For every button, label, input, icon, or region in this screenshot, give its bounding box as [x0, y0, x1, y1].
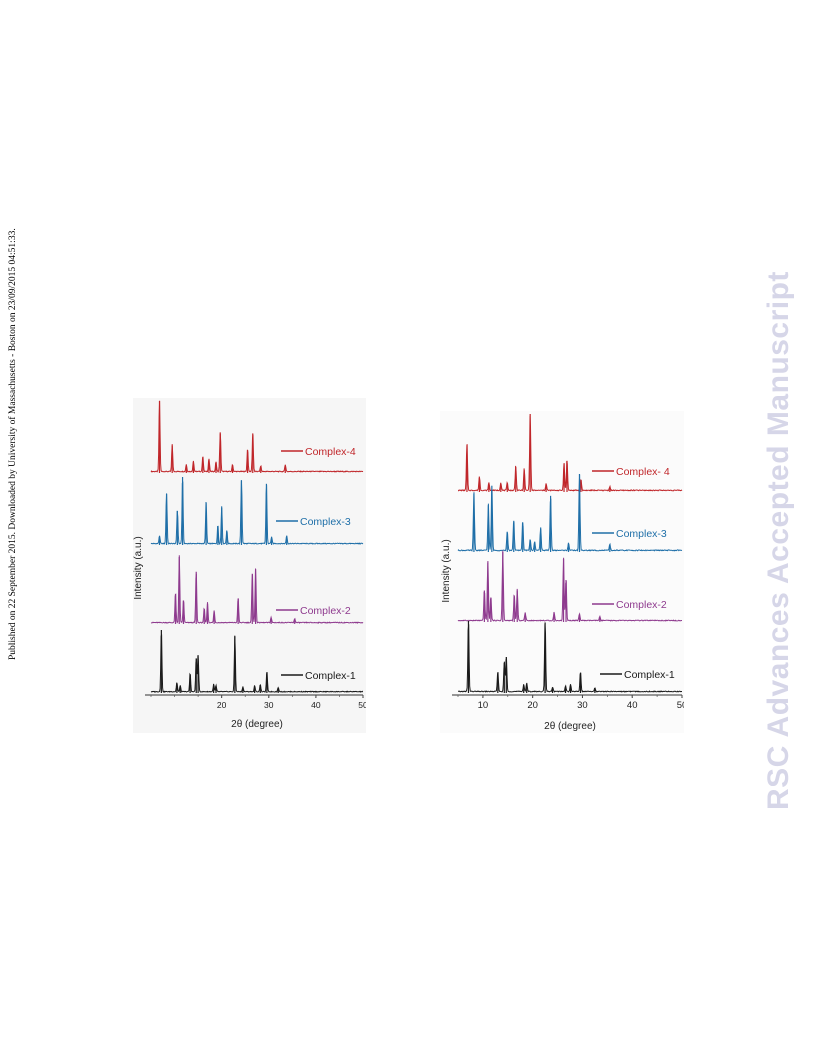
series-line-3: [150, 555, 364, 624]
x-axis-label: 2θ (degree): [544, 721, 596, 732]
series-line-1: [458, 415, 683, 492]
legend-label: Complex-3: [616, 528, 667, 540]
series-line-4: [458, 624, 682, 693]
xrd-chart-left-svg: Complex-4 Complex-3 Complex-2 Complex-1 20 30…: [133, 400, 368, 730]
legend-label: Complex-1: [624, 669, 675, 681]
legend-label: Complex-1: [305, 670, 356, 682]
x-tick-label: 20: [217, 700, 227, 710]
x-tick-label: 50: [677, 700, 684, 711]
legend-label: Complex- 4: [616, 466, 670, 478]
series-line-2: [150, 480, 364, 546]
watermark: RSC Advances Accepted Manuscript: [762, 240, 802, 820]
x-tick-label: 50: [358, 700, 366, 710]
legend-label: Complex-3: [300, 516, 351, 528]
x-tick-label: 20: [527, 700, 538, 711]
x-tick-label: 30: [577, 700, 588, 711]
publication-note: Published on 22 September 2015. Download…: [0, 0, 30, 1056]
xrd-chart-left: Complex-4 Complex-3 Complex-2 Complex-1 20 30…: [133, 398, 368, 733]
x-tick-label: 40: [311, 700, 321, 710]
xrd-chart-right-svg: Complex- 4 Complex-3 Complex-2 Complex-1 10 2…: [441, 414, 687, 732]
series-line-1: [150, 400, 364, 473]
series-line-2: [457, 474, 683, 552]
legend-label: Complex-4: [305, 446, 356, 458]
legend-label: Complex-2: [300, 605, 351, 617]
y-axis-label: Intensity (a.u.): [441, 539, 452, 602]
x-tick-label: 30: [264, 700, 274, 710]
x-tick-label: 40: [627, 700, 638, 711]
series-line-4: [150, 634, 364, 693]
x-axis-label: 2θ (degree): [231, 719, 283, 730]
publication-note-text: Published on 22 September 2015. Download…: [8, 228, 18, 660]
xrd-chart-right: Complex- 4 Complex-3 Complex-2 Complex-1 10 2…: [440, 411, 687, 733]
x-tick-label: 10: [478, 700, 489, 711]
legend-label: Complex-2: [616, 599, 667, 611]
watermark-text: RSC Advances Accepted Manuscript: [762, 271, 795, 810]
series-line-3: [457, 550, 682, 622]
y-axis-label: Intensity (a.u.): [133, 536, 144, 599]
